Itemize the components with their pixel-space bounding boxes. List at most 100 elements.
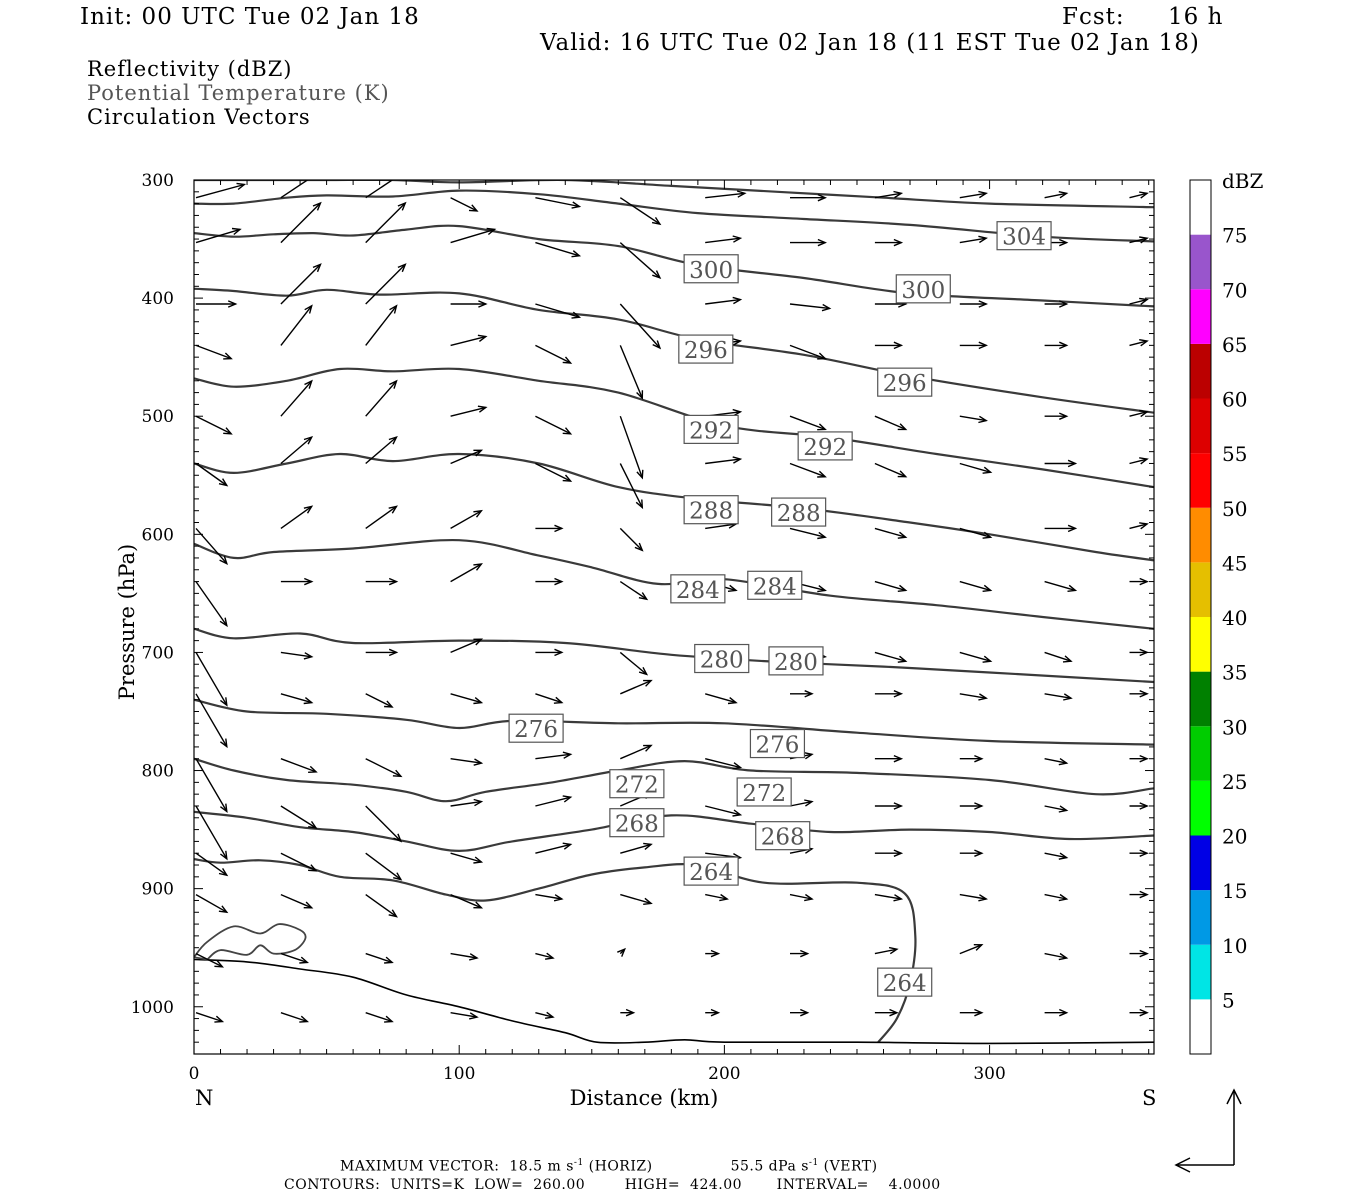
- vector-arrow: [959, 527, 993, 539]
- vector-arrow: [280, 852, 318, 872]
- svg-text:280: 280: [774, 650, 818, 676]
- y-tick-label: 900: [142, 880, 174, 900]
- vector-arrow: [789, 462, 827, 478]
- colorbar-level-label: 50: [1222, 497, 1247, 521]
- colorbar-title: dBZ: [1222, 169, 1264, 193]
- vector-arrow: [1044, 693, 1073, 701]
- vector-arrow: [450, 893, 484, 909]
- vector-arrow: [1129, 890, 1149, 899]
- theta-contour-304: [194, 189, 1154, 243]
- field-label-theta: Potential Temperature (K): [87, 81, 390, 105]
- vector-arrow: [789, 415, 827, 431]
- vector-arrow: [874, 580, 908, 592]
- vector-arrow: [1044, 191, 1069, 199]
- y-axis-title: Pressure (hPa): [115, 544, 139, 700]
- vector-arrow: [620, 893, 653, 905]
- colorbar-swatch: [1190, 726, 1211, 781]
- vector-arrow: [280, 180, 309, 199]
- svg-text:264: 264: [883, 971, 927, 997]
- vector-arrow: [959, 235, 988, 244]
- svg-text:300: 300: [689, 258, 733, 284]
- vector-arrow: [450, 509, 483, 530]
- reference-vector-icon: [1174, 1088, 1242, 1173]
- vector-arrow: [874, 754, 904, 763]
- svg-text:264: 264: [689, 860, 733, 886]
- vector-arrow: [620, 1008, 636, 1017]
- vector-arrow: [1129, 522, 1149, 530]
- contour-label: 264: [683, 856, 739, 886]
- vector-arrow: [535, 197, 582, 209]
- x-tick-label: 300: [973, 1064, 1005, 1084]
- max-vector-info: MAXIMUM VECTOR: 18.5 m s-1 (HORIZ) 55.5 d…: [340, 1158, 878, 1175]
- vector-arrow: [365, 577, 399, 586]
- contour-label: 288: [683, 495, 739, 525]
- x-tick-label: 100: [443, 1064, 475, 1084]
- colorbar-swatch: [1190, 343, 1211, 399]
- colorbar-level-label: 20: [1222, 825, 1247, 849]
- vector-arrow: [1129, 297, 1149, 305]
- theta-contour-280: [194, 627, 1154, 684]
- vector-arrow: [365, 693, 394, 708]
- vector-arrow: [535, 795, 573, 807]
- contour-label: 264: [877, 967, 933, 997]
- vector-arrow: [365, 805, 403, 843]
- vector-arrow: [959, 802, 984, 810]
- vector-arrow: [619, 463, 644, 510]
- vector-arrow: [280, 201, 322, 244]
- vector-arrow: [705, 758, 743, 770]
- vector-arrow: [535, 241, 582, 258]
- vector-arrow: [619, 651, 649, 676]
- y-tick-label: 500: [142, 407, 174, 427]
- vector-arrow: [195, 581, 228, 628]
- y-tick-label: 400: [142, 289, 174, 309]
- ground-line: [194, 958, 1154, 1045]
- colorbar-swatch: [1190, 453, 1211, 508]
- vector-arrow: [874, 415, 908, 431]
- vector-arrow: [1044, 341, 1069, 350]
- vector-arrow: [450, 334, 488, 347]
- contour-label: 280: [694, 643, 750, 674]
- theta-contour-276: [194, 698, 1154, 746]
- vector-arrow: [195, 462, 229, 487]
- colorbar-level-label: 10: [1222, 934, 1247, 958]
- colorbar-level-label: 25: [1222, 770, 1247, 794]
- svg-text:276: 276: [514, 717, 558, 743]
- vector-arrow: [789, 893, 814, 902]
- vector-arrow: [1129, 949, 1149, 958]
- vector-arrow: [535, 524, 564, 533]
- field-label-reflectivity: Reflectivity (dBZ): [87, 57, 293, 81]
- vector-arrow: [619, 242, 662, 279]
- circulation-vectors: [195, 180, 1149, 1023]
- vector-arrow: [959, 754, 984, 763]
- vector-arrow: [619, 197, 662, 226]
- vector-arrow: [874, 190, 904, 199]
- colorbar-swatch: [1190, 562, 1211, 617]
- vector-arrow: [874, 946, 899, 955]
- vector-arrow: [705, 693, 738, 705]
- vector-arrow: [365, 180, 394, 199]
- vector-arrow: [959, 849, 984, 857]
- svg-text:284: 284: [676, 578, 720, 604]
- vector-arrow: [1129, 648, 1149, 657]
- vector-arrow: [1044, 805, 1069, 813]
- contour-label: 268: [755, 821, 811, 851]
- contour-label: 304: [996, 221, 1052, 251]
- vector-arrow: [450, 693, 484, 705]
- vector-arrow: [365, 852, 403, 881]
- vector-arrow: [705, 235, 743, 244]
- svg-text:296: 296: [684, 338, 728, 364]
- vector-arrow: [365, 758, 403, 778]
- vector-arrow: [1129, 802, 1149, 810]
- vector-arrow: [705, 190, 747, 199]
- contour-label: 288: [771, 497, 827, 527]
- x-end-label-south: S: [1142, 1086, 1156, 1110]
- contour-label: 280: [768, 646, 824, 676]
- vector-arrow: [1044, 852, 1069, 860]
- colorbar-swatch: [1190, 944, 1211, 1000]
- vector-arrow: [450, 852, 484, 864]
- vector-arrow: [535, 952, 555, 960]
- vector-arrow: [365, 648, 399, 657]
- vector-arrow: [705, 296, 743, 305]
- svg-text:268: 268: [615, 812, 659, 838]
